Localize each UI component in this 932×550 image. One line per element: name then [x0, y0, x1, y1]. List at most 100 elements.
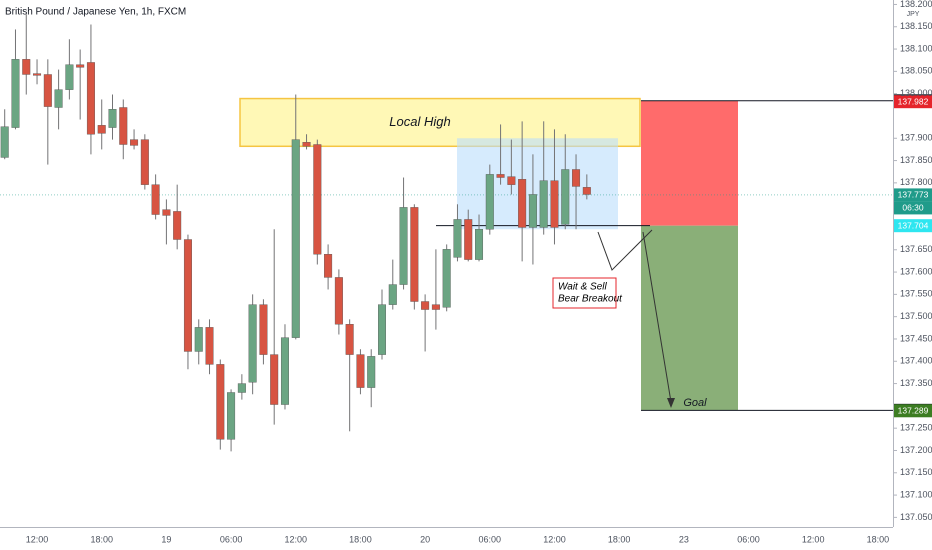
x-tick-label: 23: [679, 534, 689, 544]
price-tag-label: 137.289: [898, 406, 929, 416]
y-tick-label: 137.800: [900, 177, 932, 187]
arrow-head: [667, 398, 675, 408]
candle-body: [410, 207, 419, 302]
y-tick-label: 137.400: [900, 356, 932, 366]
y-tick-label: 137.850: [900, 155, 932, 165]
candle-body: [496, 174, 505, 178]
candle-body: [151, 184, 160, 215]
candle-body: [173, 211, 182, 240]
candle-body: [108, 109, 117, 128]
y-tick-label: 137.550: [900, 289, 932, 299]
annotation-text: Wait & Sell: [558, 282, 607, 293]
y-tick-label: 138.000: [900, 88, 932, 98]
candle-body: [507, 176, 516, 185]
y-tick-label: 137.200: [900, 445, 932, 455]
candle-body: [248, 304, 257, 383]
y-tick-label: 138.100: [900, 43, 932, 53]
candle-body: [216, 364, 225, 440]
price-tag-label: 137.704: [898, 220, 929, 230]
y-tick-label: 137.650: [900, 244, 932, 254]
y-tick-label: 137.900: [900, 133, 932, 143]
candle-body: [528, 194, 537, 228]
candle-body: [356, 354, 365, 388]
candle-body: [65, 64, 74, 90]
candle-body: [518, 179, 527, 228]
candle-body: [237, 383, 246, 393]
candle-body: [302, 142, 311, 147]
pointer-line: [597, 229, 653, 271]
candle-body: [324, 254, 333, 278]
candle-body: [431, 304, 440, 310]
candle-body: [313, 144, 322, 255]
y-tick-label: 137.250: [900, 423, 932, 433]
zone: [457, 138, 618, 230]
price-tag: [894, 188, 932, 202]
candle-body: [119, 107, 128, 145]
candle-body: [550, 180, 559, 228]
candle-body: [388, 284, 397, 305]
annotation-box: [552, 277, 617, 309]
candle-body: [140, 139, 149, 185]
zone-label: Goal: [683, 397, 707, 409]
price-tag: [894, 219, 932, 233]
y-tick-label: 137.500: [900, 311, 932, 321]
candle-body: [33, 73, 42, 76]
x-tick-label: 12:00: [802, 534, 825, 544]
candle-body: [345, 324, 354, 355]
price-tag: [894, 95, 932, 109]
countdown-tag: [894, 201, 932, 215]
chart-title: British Pound / Japanese Yen, 1h, FXCM: [5, 7, 186, 18]
x-tick-label: 18:00: [867, 534, 890, 544]
x-tick-label: 06:00: [737, 534, 760, 544]
candle-body: [130, 139, 139, 146]
y-tick-label: 137.600: [900, 266, 932, 276]
candle-body: [227, 392, 236, 440]
candle-body: [205, 327, 214, 365]
x-tick-label: 20: [420, 534, 430, 544]
candle-body: [453, 219, 462, 258]
candle-body: [582, 187, 591, 195]
x-tick-label: 18:00: [608, 534, 631, 544]
x-tick-label: 18:00: [90, 534, 113, 544]
candle-body: [475, 229, 484, 260]
price-tag: [894, 404, 932, 418]
candle-body: [464, 219, 473, 260]
x-tick-label: 19: [161, 534, 171, 544]
x-tick-label: 18:00: [349, 534, 372, 544]
x-tick-label: 06:00: [220, 534, 243, 544]
candle-body: [291, 139, 300, 338]
x-tick-label: 12:00: [26, 534, 49, 544]
arrow-line: [642, 231, 672, 403]
candle-body: [162, 209, 171, 216]
candle-body: [194, 327, 203, 352]
y-tick-label: 138.150: [900, 21, 932, 31]
candle-body: [22, 59, 31, 75]
y-tick-label: 137.150: [900, 467, 932, 477]
candle-body: [11, 59, 20, 128]
candle-body: [0, 126, 9, 158]
candle-body: [97, 125, 106, 134]
candle-body: [280, 337, 289, 405]
y-tick-label: 137.050: [900, 512, 932, 522]
candle-body: [485, 174, 494, 230]
candle-body: [442, 249, 451, 308]
annotation-text: Bear Breakout: [558, 294, 623, 305]
candle-body: [334, 277, 343, 325]
price-tag-label: 137.982: [898, 96, 929, 106]
x-tick-label: 12:00: [543, 534, 566, 544]
zone: [641, 225, 738, 411]
candle-body: [561, 169, 570, 225]
candle-body: [76, 64, 85, 68]
y-tick-label: 137.100: [900, 489, 932, 499]
candle-body: [399, 207, 408, 285]
candle-body: [378, 304, 387, 355]
candle-body: [86, 62, 95, 135]
candle-body: [539, 180, 548, 228]
y-tick-label: 137.450: [900, 333, 932, 343]
y-tick-label: 138.200: [900, 0, 932, 9]
candle-body: [421, 301, 430, 310]
candle-body: [572, 169, 581, 187]
zone: [641, 100, 738, 226]
candle-body: [183, 239, 192, 352]
